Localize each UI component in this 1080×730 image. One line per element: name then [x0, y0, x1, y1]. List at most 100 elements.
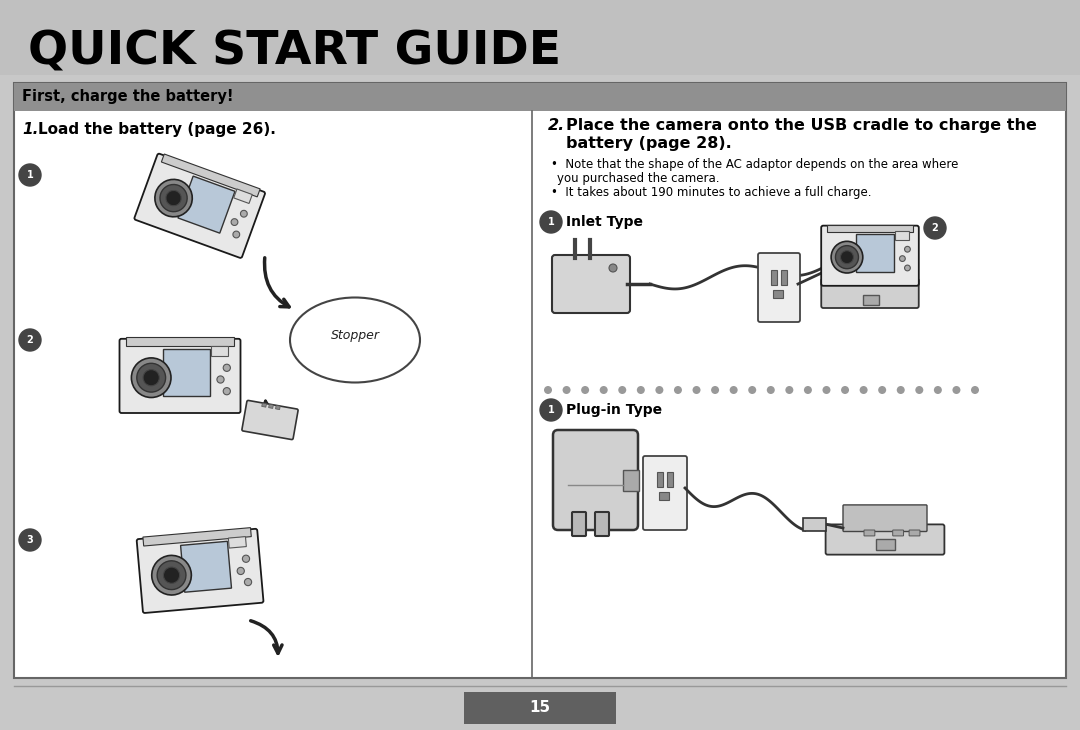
Circle shape — [832, 242, 863, 273]
Circle shape — [618, 386, 626, 394]
Text: battery (page 28).: battery (page 28). — [566, 136, 732, 151]
Circle shape — [916, 386, 923, 394]
FancyBboxPatch shape — [825, 524, 944, 555]
Circle shape — [836, 245, 859, 269]
Text: 2: 2 — [932, 223, 939, 233]
Text: Stopper: Stopper — [330, 328, 379, 342]
FancyBboxPatch shape — [572, 512, 586, 536]
Bar — [771, 270, 777, 285]
Circle shape — [674, 386, 681, 394]
Circle shape — [599, 386, 608, 394]
Text: 2: 2 — [27, 335, 33, 345]
FancyBboxPatch shape — [827, 225, 914, 232]
Circle shape — [637, 386, 645, 394]
Bar — [464, 692, 616, 724]
Circle shape — [231, 219, 238, 226]
Circle shape — [905, 246, 910, 252]
FancyBboxPatch shape — [821, 226, 919, 286]
Circle shape — [19, 164, 41, 186]
Circle shape — [971, 386, 978, 394]
Circle shape — [656, 386, 663, 394]
Circle shape — [233, 231, 240, 238]
FancyBboxPatch shape — [643, 456, 687, 530]
Circle shape — [609, 264, 617, 272]
Circle shape — [217, 376, 225, 383]
FancyBboxPatch shape — [856, 234, 894, 272]
FancyBboxPatch shape — [843, 505, 927, 531]
Circle shape — [748, 386, 756, 394]
Circle shape — [692, 386, 701, 394]
Circle shape — [160, 185, 187, 212]
Text: you purchased the camera.: you purchased the camera. — [557, 172, 719, 185]
Bar — [275, 405, 280, 410]
Text: •  Note that the shape of the AC adaptor depends on the area where: • Note that the shape of the AC adaptor … — [551, 158, 958, 171]
Circle shape — [711, 386, 719, 394]
Bar — [659, 492, 669, 500]
Bar — [773, 290, 783, 298]
FancyBboxPatch shape — [553, 430, 638, 530]
FancyBboxPatch shape — [163, 349, 210, 396]
Text: 3: 3 — [27, 535, 33, 545]
Circle shape — [540, 211, 562, 233]
Circle shape — [154, 180, 192, 217]
Circle shape — [241, 210, 247, 217]
FancyBboxPatch shape — [211, 346, 228, 356]
Circle shape — [152, 556, 191, 595]
Bar — [667, 472, 673, 487]
FancyBboxPatch shape — [161, 154, 260, 197]
Circle shape — [224, 364, 230, 372]
Bar — [14, 83, 1066, 111]
FancyBboxPatch shape — [821, 279, 919, 308]
Circle shape — [158, 561, 186, 590]
Circle shape — [242, 555, 249, 562]
Ellipse shape — [291, 298, 420, 383]
Circle shape — [540, 399, 562, 421]
Circle shape — [244, 578, 252, 585]
Circle shape — [137, 364, 165, 392]
Circle shape — [840, 250, 853, 264]
Bar — [781, 270, 787, 285]
Circle shape — [860, 386, 867, 394]
FancyBboxPatch shape — [802, 518, 825, 531]
Text: Load the battery (page 26).: Load the battery (page 26). — [38, 122, 275, 137]
FancyBboxPatch shape — [909, 530, 920, 536]
FancyBboxPatch shape — [143, 528, 252, 546]
FancyBboxPatch shape — [864, 530, 875, 536]
FancyBboxPatch shape — [134, 154, 265, 258]
FancyBboxPatch shape — [242, 401, 298, 439]
FancyBboxPatch shape — [233, 189, 253, 204]
Text: 1.: 1. — [22, 122, 39, 137]
Bar — [0, 75, 1080, 83]
Text: Plug-in Type: Plug-in Type — [566, 403, 662, 417]
Circle shape — [841, 386, 849, 394]
Circle shape — [166, 191, 181, 206]
Circle shape — [823, 386, 831, 394]
FancyBboxPatch shape — [876, 539, 895, 550]
Circle shape — [224, 388, 230, 395]
Circle shape — [19, 529, 41, 551]
FancyBboxPatch shape — [120, 339, 241, 413]
Circle shape — [143, 369, 160, 385]
FancyBboxPatch shape — [893, 530, 904, 536]
Text: QUICK START GUIDE: QUICK START GUIDE — [28, 29, 562, 74]
Text: Inlet Type: Inlet Type — [566, 215, 643, 229]
Circle shape — [896, 386, 905, 394]
FancyBboxPatch shape — [178, 176, 235, 233]
Circle shape — [900, 255, 905, 261]
Circle shape — [581, 386, 589, 394]
FancyBboxPatch shape — [622, 469, 638, 491]
Circle shape — [563, 386, 570, 394]
Text: First, charge the battery!: First, charge the battery! — [22, 90, 233, 104]
FancyBboxPatch shape — [180, 542, 231, 592]
Circle shape — [132, 358, 171, 398]
Circle shape — [163, 567, 179, 583]
FancyBboxPatch shape — [552, 255, 630, 313]
Circle shape — [767, 386, 774, 394]
FancyBboxPatch shape — [228, 537, 246, 548]
Text: 1: 1 — [548, 405, 554, 415]
Circle shape — [924, 217, 946, 239]
FancyBboxPatch shape — [126, 337, 234, 346]
Circle shape — [785, 386, 794, 394]
Circle shape — [544, 386, 552, 394]
Bar — [14, 83, 1066, 678]
